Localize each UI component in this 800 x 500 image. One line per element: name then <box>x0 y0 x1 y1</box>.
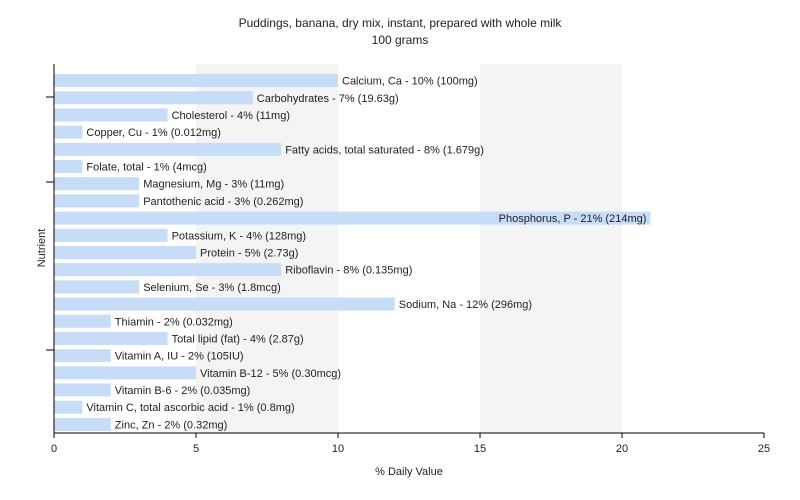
bar <box>54 74 338 88</box>
bar-label: Vitamin B-12 - 5% (0.30mcg) <box>200 368 341 380</box>
chart-title: Puddings, banana, dry mix, instant, prep… <box>238 16 562 30</box>
bar <box>54 366 196 380</box>
axes: 0 5 10 15 20 25 <box>46 64 770 455</box>
grid-band <box>338 64 480 433</box>
bar-label: Zinc, Zn - 2% (0.32mg) <box>115 419 227 431</box>
bar <box>54 314 111 328</box>
bar <box>54 417 111 431</box>
x-tick-label: 0 <box>51 443 57 455</box>
bar-label: Total lipid (fat) - 4% (2.87g) <box>172 333 304 345</box>
bar <box>54 263 282 277</box>
bar <box>54 108 168 122</box>
bar-label: Vitamin A, IU - 2% (105IU) <box>115 351 244 363</box>
bar-group <box>54 74 651 431</box>
bar-label: Sodium, Na - 12% (296mg) <box>399 299 532 311</box>
bar <box>54 177 140 191</box>
x-tick-label: 10 <box>332 443 344 455</box>
bar <box>54 125 83 139</box>
bar-label: Vitamin B-6 - 2% (0.035mg) <box>115 385 251 397</box>
x-tick-label: 25 <box>758 443 770 455</box>
bar-label: Fatty acids, total saturated - 8% (1.679… <box>285 144 484 156</box>
grid-band <box>622 64 764 433</box>
bar <box>54 194 140 208</box>
bar-label: Protein - 5% (2.73g) <box>200 248 298 260</box>
grid-band <box>196 64 338 433</box>
y-axis-label: Nutrient <box>36 228 48 268</box>
bar <box>54 142 282 156</box>
x-tick-label: 20 <box>616 443 628 455</box>
bar <box>54 246 196 259</box>
bar <box>54 280 140 294</box>
bar <box>54 349 111 363</box>
bar-label: Cholesterol - 4% (11mg) <box>172 110 290 122</box>
bar-label: Vitamin C, total ascorbic acid - 1% (0.8… <box>86 402 294 414</box>
bar <box>54 383 111 397</box>
bar-label: Phosphorus, P - 21% (214mg) <box>499 213 647 225</box>
bar <box>54 400 83 414</box>
bar <box>54 297 395 311</box>
x-tick-label: 15 <box>474 443 486 455</box>
chart-subtitle: 100 grams <box>371 33 429 47</box>
bar-label: Selenium, Se - 3% (1.8mcg) <box>143 282 281 294</box>
bar <box>54 228 168 242</box>
bar <box>54 211 651 225</box>
x-axis-label: % Daily Value <box>375 466 443 478</box>
bar-label: Pantothenic acid - 3% (0.262mg) <box>143 196 303 208</box>
bar-label-group: Calcium, Ca - 10% (100mg) Carbohydrates -… <box>86 76 646 432</box>
bar-label: Calcium, Ca - 10% (100mg) <box>342 76 478 88</box>
bar-label: Carbohydrates - 7% (19.63g) <box>257 93 399 105</box>
bar-label: Folate, total - 1% (4mcg) <box>86 162 206 174</box>
x-tick-label: 5 <box>193 443 199 455</box>
bar <box>54 331 168 345</box>
bar-label: Riboflavin - 8% (0.135mg) <box>285 265 412 277</box>
bar <box>54 160 83 174</box>
bar <box>54 91 253 105</box>
bar-label: Copper, Cu - 1% (0.012mg) <box>86 127 221 139</box>
grid-band <box>480 64 622 433</box>
bar-label: Potassium, K - 4% (128mg) <box>172 230 307 242</box>
bar-label: Magnesium, Mg - 3% (11mg) <box>143 179 284 191</box>
bar-label: Thiamin - 2% (0.032mg) <box>115 316 233 328</box>
